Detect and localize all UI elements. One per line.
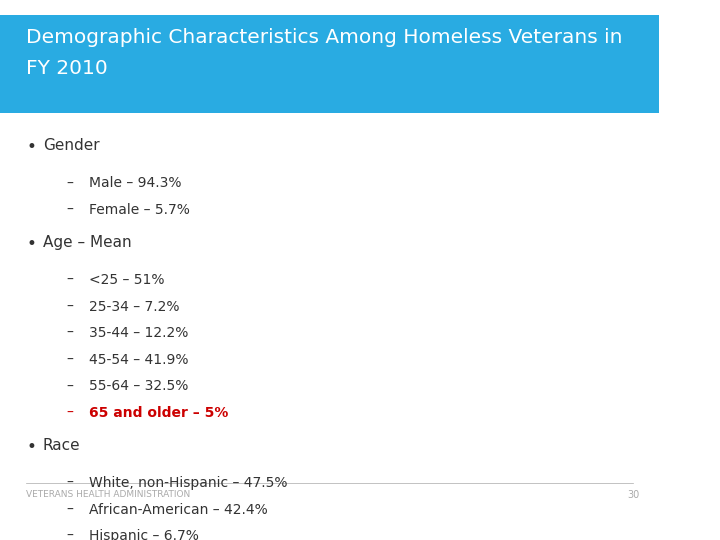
Text: –: –	[66, 353, 73, 367]
Text: –: –	[66, 503, 73, 517]
Text: –: –	[66, 529, 73, 540]
Text: –: –	[66, 300, 73, 314]
Text: 30: 30	[627, 490, 639, 500]
Text: 55-64 – 32.5%: 55-64 – 32.5%	[89, 380, 189, 394]
Text: Race: Race	[43, 438, 81, 453]
Text: –: –	[66, 203, 73, 217]
Text: 45-54 – 41.9%: 45-54 – 41.9%	[89, 353, 189, 367]
Text: FY 2010: FY 2010	[27, 59, 108, 78]
Text: Age – Mean: Age – Mean	[43, 235, 132, 250]
Text: <25 – 51%: <25 – 51%	[89, 273, 164, 287]
Text: 25-34 – 7.2%: 25-34 – 7.2%	[89, 300, 179, 314]
Text: African-American – 42.4%: African-American – 42.4%	[89, 503, 268, 517]
Text: –: –	[66, 476, 73, 490]
FancyBboxPatch shape	[0, 15, 660, 112]
Text: VETERANS HEALTH ADMINISTRATION: VETERANS HEALTH ADMINISTRATION	[27, 490, 191, 499]
Text: 35-44 – 12.2%: 35-44 – 12.2%	[89, 326, 189, 340]
Text: 65 and older – 5%: 65 and older – 5%	[89, 406, 228, 420]
Text: Hispanic – 6.7%: Hispanic – 6.7%	[89, 529, 199, 540]
Text: •: •	[27, 438, 36, 456]
Text: Male – 94.3%: Male – 94.3%	[89, 177, 181, 191]
Text: Female – 5.7%: Female – 5.7%	[89, 203, 190, 217]
Text: –: –	[66, 177, 73, 191]
Text: Gender: Gender	[43, 138, 99, 153]
Text: –: –	[66, 273, 73, 287]
Text: –: –	[66, 380, 73, 394]
Text: Demographic Characteristics Among Homeless Veterans in: Demographic Characteristics Among Homele…	[27, 28, 623, 47]
Text: –: –	[66, 326, 73, 340]
Text: White, non-Hispanic – 47.5%: White, non-Hispanic – 47.5%	[89, 476, 287, 490]
Text: •: •	[27, 138, 36, 156]
Text: •: •	[27, 235, 36, 253]
Text: –: –	[66, 406, 73, 420]
